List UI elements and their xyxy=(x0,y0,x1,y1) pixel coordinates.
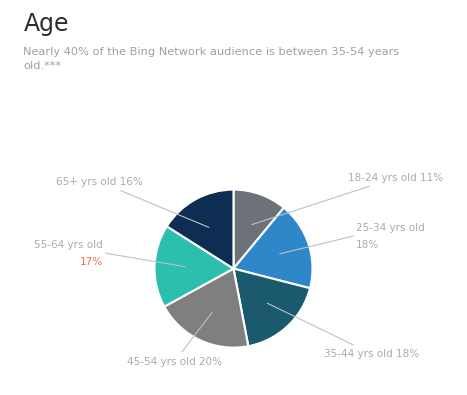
Wedge shape xyxy=(167,190,234,269)
Text: Nearly 40% of the Bing Network audience is between 35-54 years
old.***: Nearly 40% of the Bing Network audience … xyxy=(23,47,400,71)
Wedge shape xyxy=(164,269,248,348)
Text: 45-54 yrs old 20%: 45-54 yrs old 20% xyxy=(127,312,222,367)
Text: 18-24 yrs old 11%: 18-24 yrs old 11% xyxy=(252,173,443,225)
Text: 65+ yrs old 16%: 65+ yrs old 16% xyxy=(56,177,209,228)
Wedge shape xyxy=(155,226,234,307)
Text: 55-64 yrs old: 55-64 yrs old xyxy=(35,240,103,250)
Text: 18%: 18% xyxy=(356,240,379,250)
Wedge shape xyxy=(234,208,312,288)
Wedge shape xyxy=(234,269,310,346)
Text: Age: Age xyxy=(23,12,69,36)
Wedge shape xyxy=(234,190,284,269)
Text: 17%: 17% xyxy=(80,257,103,267)
Text: 25-34 yrs old: 25-34 yrs old xyxy=(356,222,425,233)
Text: 35-44 yrs old 18%: 35-44 yrs old 18% xyxy=(268,303,419,359)
